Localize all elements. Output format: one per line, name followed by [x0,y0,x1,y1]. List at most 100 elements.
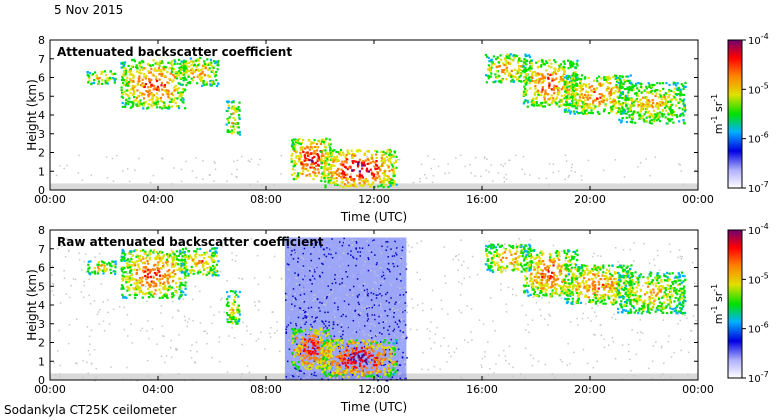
backscatter-pixel [541,101,544,105]
noise-pixel [289,322,292,324]
backscatter-pixel [313,138,316,142]
noise-pixel [655,341,657,344]
noise-pixel [454,255,457,258]
backscatter-pixel [571,78,575,81]
noise-pixel [321,308,323,311]
noise-pixel [399,364,402,366]
noise-pixel [312,299,315,302]
backscatter-pixel [490,63,494,66]
noise-pixel [598,282,601,284]
backscatter-pixel [311,147,314,150]
backscatter-pixel [592,99,595,102]
noise-pixel [105,156,108,158]
noise-pixel [122,170,124,172]
backscatter-pixel [158,64,161,67]
noise-pixel [399,273,401,275]
backscatter-pixel [237,126,240,129]
backscatter-pixel [214,61,217,65]
noise-pixel [370,323,372,325]
backscatter-pixel [187,61,191,64]
backscatter-pixel [532,104,535,107]
noise-pixel [374,337,376,340]
noise-pixel [330,338,333,341]
noise-pixel [359,378,362,380]
noise-pixel [352,373,355,375]
noise-pixel [342,339,345,342]
noise-pixel [504,162,506,165]
noise-pixel [152,174,155,177]
backscatter-pixel [155,257,158,260]
noise-pixel [194,361,196,363]
backscatter-pixel [602,99,606,102]
noise-pixel [334,316,336,318]
noise-pixel [505,359,507,362]
noise-pixel [392,316,395,318]
noise-pixel [370,251,373,254]
noise-pixel [386,365,388,367]
backscatter-pixel [351,169,354,172]
noise-pixel [303,301,306,303]
noise-pixel [303,282,305,285]
backscatter-pixel [617,90,620,94]
backscatter-pixel [192,61,195,64]
noise-pixel [295,273,297,276]
noise-pixel [297,316,300,319]
backscatter-pixel [184,66,188,69]
noise-pixel [455,255,458,257]
backscatter-pixel [530,62,533,65]
backscatter-pixel [180,291,183,294]
noise-pixel [302,238,304,241]
noise-pixel [568,174,570,177]
noise-pixel [368,305,371,308]
noise-pixel [78,258,81,261]
backscatter-pixel [547,93,550,96]
backscatter-pixel [238,101,241,104]
backscatter-pixel [163,253,166,257]
backscatter-pixel [159,291,162,294]
noise-pixel [323,327,326,330]
noise-pixel [233,160,235,163]
backscatter-pixel [391,168,394,171]
backscatter-pixel [142,271,145,274]
backscatter-pixel [495,70,499,73]
noise-pixel [458,309,460,312]
noise-pixel [355,247,357,249]
backscatter-pixel [152,249,155,252]
backscatter-pixel [624,97,627,100]
noise-pixel [384,353,387,356]
noise-pixel [66,164,68,167]
noise-pixel [332,323,335,326]
noise-pixel [320,264,322,267]
noise-pixel [383,277,386,280]
backscatter-pixel [131,65,135,68]
backscatter-pixel [161,61,164,65]
backscatter-pixel [544,89,547,92]
noise-pixel [219,271,222,273]
noise-pixel [269,336,272,338]
noise-pixel [88,278,90,281]
backscatter-pixel [535,97,538,100]
noise-pixel [291,303,293,305]
noise-pixel [290,253,292,256]
backscatter-pixel [124,296,127,299]
noise-pixel [83,284,86,287]
backscatter-pixel [231,122,234,125]
noise-pixel [377,343,380,345]
backscatter-pixel [496,65,499,69]
noise-pixel [300,269,303,272]
backscatter-pixel [109,268,112,271]
noise-pixel [394,240,396,243]
backscatter-pixel [122,73,125,76]
backscatter-pixel [553,78,556,82]
noise-pixel [326,300,328,303]
backscatter-pixel [633,92,637,95]
noise-pixel [394,304,396,307]
backscatter-pixel [303,147,306,150]
backscatter-pixel [179,277,182,280]
noise-pixel [623,176,626,178]
backscatter-pixel [557,70,560,73]
noise-pixel [369,264,371,267]
backscatter-pixel [127,278,130,281]
backscatter-pixel [140,290,143,293]
noise-pixel [508,363,510,365]
